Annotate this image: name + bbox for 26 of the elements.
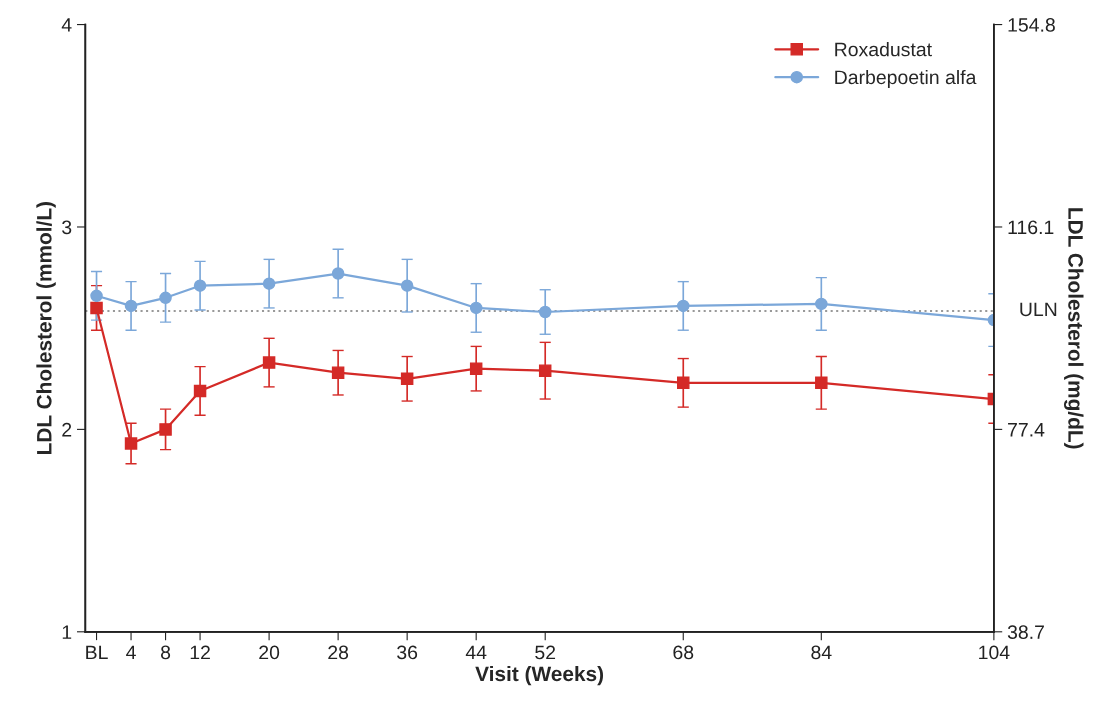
x-tick-label: 4 [126, 645, 136, 660]
x-tick-label: 28 [328, 645, 349, 660]
x-tick-label: 20 [259, 645, 280, 660]
y-tick-label: 4 [61, 18, 72, 32]
legend-label: Roxadustat [835, 42, 932, 57]
y2-tick-label: 77.4 [1008, 423, 1045, 437]
ref-line-label: ULN [1020, 302, 1057, 317]
y2-axis-title: LDL Cholesterol (mg/dL) [1063, 208, 1084, 449]
x-tick-label: 52 [535, 645, 556, 660]
x-tick-label: 36 [397, 645, 418, 660]
x-tick-label: 44 [465, 645, 487, 660]
y-axis-title: LDL Cholesterol (mmol/L) [36, 202, 56, 454]
y2-tick-label: 154.8 [1008, 18, 1055, 32]
y-tick-label: 3 [62, 220, 72, 235]
x-axis-title: Visit (Weeks) [475, 665, 604, 686]
legend-label: Darbepoetin alfa [835, 69, 977, 89]
y2-tick-label: 38.7 [1007, 625, 1044, 640]
x-tick-label: 104 [979, 645, 1010, 660]
x-tick-label: 12 [190, 645, 210, 660]
y2-tick-label: 116.1 [1008, 220, 1054, 235]
y-tick-label: 1 [62, 625, 72, 639]
x-tick-label: BL [86, 645, 108, 660]
x-tick-label: 84 [811, 645, 832, 660]
x-tick-label: 68 [673, 645, 694, 660]
y-tick-label: 2 [62, 422, 72, 437]
x-tick-label: 8 [161, 645, 171, 660]
